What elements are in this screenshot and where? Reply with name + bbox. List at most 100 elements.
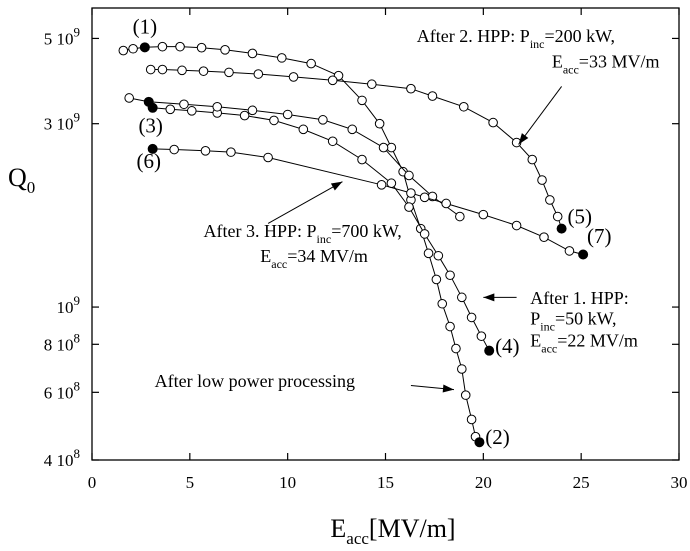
annotation-arrow: [267, 181, 343, 224]
data-point: [179, 99, 189, 110]
data-point: [175, 41, 185, 52]
filled-data-point: [556, 223, 567, 234]
data-point: [367, 79, 377, 90]
data-point: [212, 101, 223, 112]
annotation-arrowhead: [442, 384, 454, 393]
y-tick-label: 4 108: [44, 446, 80, 470]
point-label: (3): [138, 113, 163, 137]
data-point: [478, 209, 489, 220]
data-point: [511, 220, 522, 231]
data-point: [539, 232, 549, 242]
data-point: [374, 118, 385, 129]
data-point: [177, 65, 187, 76]
data-point: [196, 42, 207, 53]
data-point: [404, 170, 414, 181]
x-tick-label: 30: [671, 473, 688, 492]
data-point: [157, 41, 168, 52]
data-point: [169, 144, 179, 155]
data-point: [288, 72, 299, 82]
data-point: [198, 66, 209, 76]
data-point: [269, 115, 279, 126]
data-point: [282, 109, 293, 120]
y-tick-label: 3 109: [44, 110, 80, 134]
data-point: [564, 246, 575, 256]
data-point: [239, 110, 250, 121]
point-label: (1): [133, 14, 158, 38]
annotation-text: Eacc=34 MV/m: [260, 246, 368, 271]
data-point: [386, 142, 397, 153]
filled-data-point: [474, 437, 485, 448]
point-labels: (1) (3) (6) (5)(7) (4) (2): [133, 14, 612, 449]
annotation-arrowhead: [483, 293, 495, 302]
point-label: (4): [495, 334, 520, 358]
data-point: [124, 93, 134, 103]
x-axis-title: Eacc[MV/m]: [330, 514, 455, 548]
data-point: [357, 154, 367, 165]
x-tick-labels: 0 5 10 15 20 25 30: [88, 473, 688, 492]
data-point: [431, 274, 442, 285]
data-point: [298, 124, 309, 135]
annotation-arrow: [518, 86, 563, 145]
annotation-arrowhead: [518, 133, 529, 145]
y-tick-label: 109: [57, 293, 81, 317]
data-point: [318, 115, 328, 125]
filled-data-point: [139, 42, 150, 53]
data-point: [552, 211, 563, 222]
data-point: [276, 53, 287, 63]
y-axis-title: Q0: [8, 163, 35, 197]
data-point: [347, 124, 358, 135]
filled-data-point: [147, 143, 158, 154]
data-point: [445, 270, 455, 281]
annotation-text: After low power processing: [155, 371, 355, 391]
y-tick-label: 8 108: [44, 330, 80, 354]
data-point: [466, 312, 477, 323]
data-point: [263, 152, 273, 163]
y-tick-label: 5 109: [44, 24, 80, 48]
x-tick-label: 20: [475, 473, 492, 492]
data-point: [527, 154, 538, 165]
filled-data-point: [143, 96, 154, 107]
data-point: [423, 248, 434, 259]
data-point: [327, 75, 338, 86]
data-point: [476, 331, 487, 341]
data-point: [327, 136, 338, 147]
point-label: (2): [485, 425, 510, 449]
data-point: [253, 69, 264, 79]
data-point: [226, 147, 236, 157]
data-point: [404, 202, 414, 212]
data-point: [406, 83, 416, 94]
data-point: [455, 211, 465, 222]
data-point: [376, 180, 387, 190]
annotation-text: After 3. HPP: Pinc=700 kW,: [204, 221, 402, 246]
data-point: [220, 45, 230, 55]
data-point: [200, 146, 211, 156]
y-tick-label: 6 108: [44, 378, 80, 402]
data-point: [419, 192, 430, 203]
data-point: [451, 343, 461, 354]
y-tick-labels: 5 109 3 109 109 8 108 6 108 4 108: [44, 24, 80, 470]
data-point: [406, 188, 416, 198]
data-point: [419, 229, 430, 239]
annotations: After 2. HPP: Pinc=200 kW,Eacc=33 MV/m Af…: [155, 26, 659, 393]
point-label: (6): [136, 149, 161, 173]
data-point: [145, 64, 156, 75]
point-label: (7): [587, 224, 612, 248]
point-label: (5): [567, 204, 592, 228]
x-tick-label: 5: [186, 473, 195, 492]
data-point: [427, 91, 438, 101]
axis-ticks: [91, 8, 680, 461]
data-point: [466, 414, 477, 425]
data-point: [157, 64, 168, 75]
annotation-arrowhead: [330, 181, 343, 191]
data-point: [128, 43, 138, 54]
data-point: [441, 198, 451, 209]
filled-data-point: [578, 249, 589, 260]
data-point: [306, 58, 316, 69]
annotation-text: After 1. HPP:: [530, 288, 629, 308]
data-point: [247, 48, 258, 59]
data-point: [457, 292, 467, 303]
annotation-text: Eacc=22 MV/m: [530, 330, 638, 355]
data-point: [488, 117, 498, 128]
data-point: [445, 321, 455, 332]
